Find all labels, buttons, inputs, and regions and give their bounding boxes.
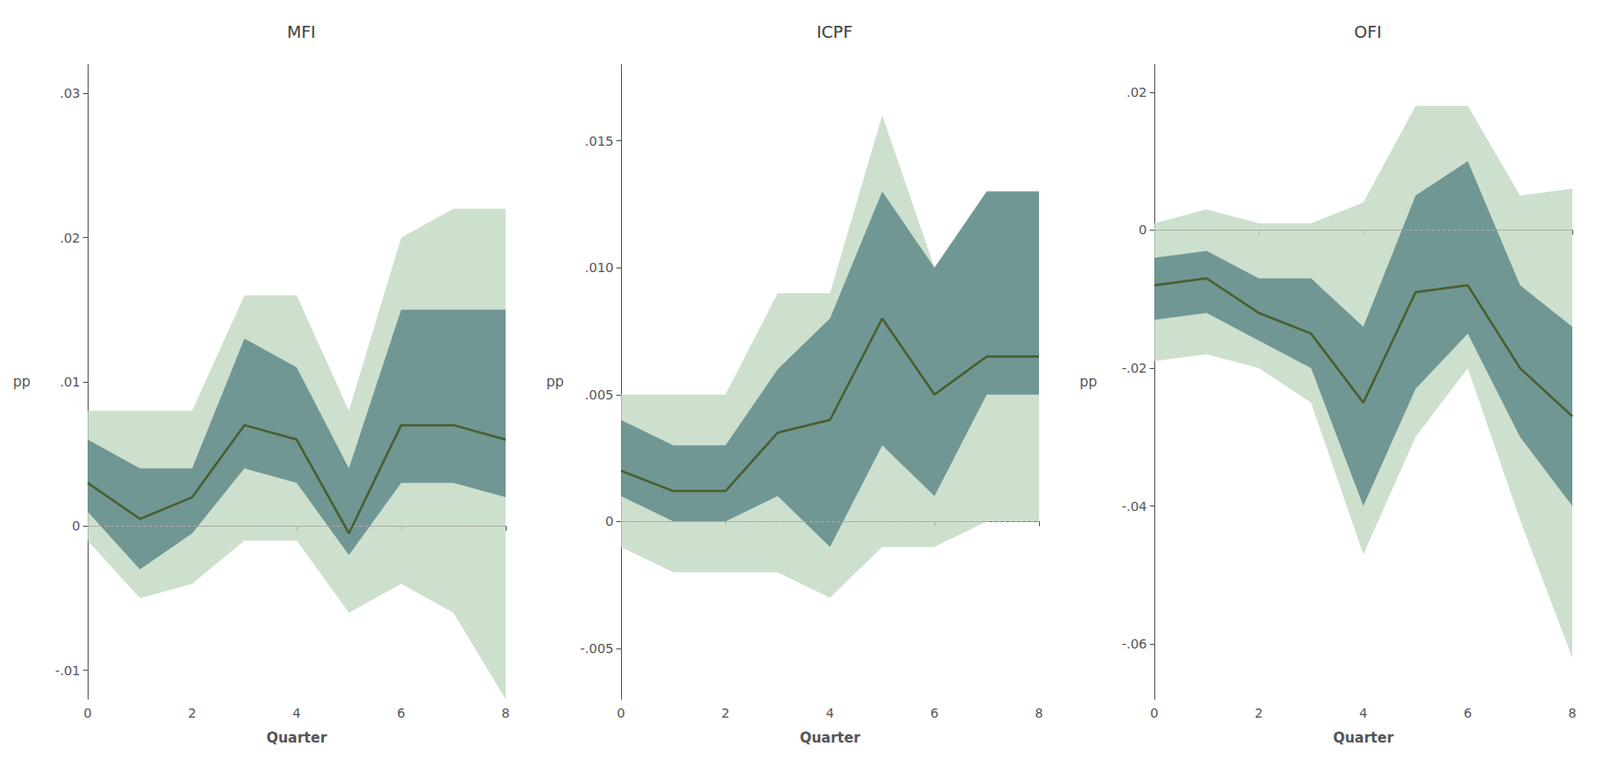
svg-text:pp: pp <box>546 373 564 391</box>
svg-text:OFI: OFI <box>1354 22 1383 42</box>
svg-text:pp: pp <box>12 373 31 391</box>
svg-text:0: 0 <box>71 518 81 534</box>
svg-text:-.06: -.06 <box>1122 636 1147 652</box>
svg-text:0: 0 <box>1138 222 1147 238</box>
svg-text:0: 0 <box>83 705 93 721</box>
svg-text:-.005: -.005 <box>580 641 614 657</box>
svg-text:4: 4 <box>292 705 301 721</box>
svg-text:Quarter: Quarter <box>1333 729 1395 747</box>
svg-text:.01: .01 <box>59 374 81 390</box>
svg-text:MFI: MFI <box>286 22 316 42</box>
svg-text:0: 0 <box>605 513 614 529</box>
svg-text:0: 0 <box>1150 705 1159 721</box>
svg-text:4: 4 <box>1359 705 1368 721</box>
svg-text:-.02: -.02 <box>1122 360 1147 376</box>
svg-text:Quarter: Quarter <box>800 729 861 747</box>
svg-text:-.04: -.04 <box>1122 499 1147 514</box>
svg-text:6: 6 <box>930 705 939 721</box>
svg-text:2: 2 <box>1254 705 1264 721</box>
svg-text:pp: pp <box>1079 373 1098 391</box>
svg-text:Quarter: Quarter <box>266 729 328 747</box>
svg-text:8: 8 <box>1568 705 1577 721</box>
svg-text:6: 6 <box>396 705 406 721</box>
svg-text:.02: .02 <box>1126 84 1147 100</box>
svg-text:8: 8 <box>1035 705 1044 721</box>
svg-text:.010: .010 <box>585 260 614 275</box>
svg-text:2: 2 <box>721 705 730 721</box>
svg-text:2: 2 <box>188 705 197 721</box>
svg-text:.02: .02 <box>59 230 81 246</box>
svg-text:ICPF: ICPF <box>816 22 853 42</box>
svg-text:4: 4 <box>825 705 835 721</box>
svg-text:0: 0 <box>617 705 626 721</box>
svg-text:6: 6 <box>1463 705 1472 721</box>
svg-text:.005: .005 <box>585 387 614 403</box>
svg-text:.03: .03 <box>59 85 81 101</box>
svg-text:8: 8 <box>501 705 511 721</box>
svg-text:.015: .015 <box>585 133 614 149</box>
svg-text:-.01: -.01 <box>55 663 81 679</box>
